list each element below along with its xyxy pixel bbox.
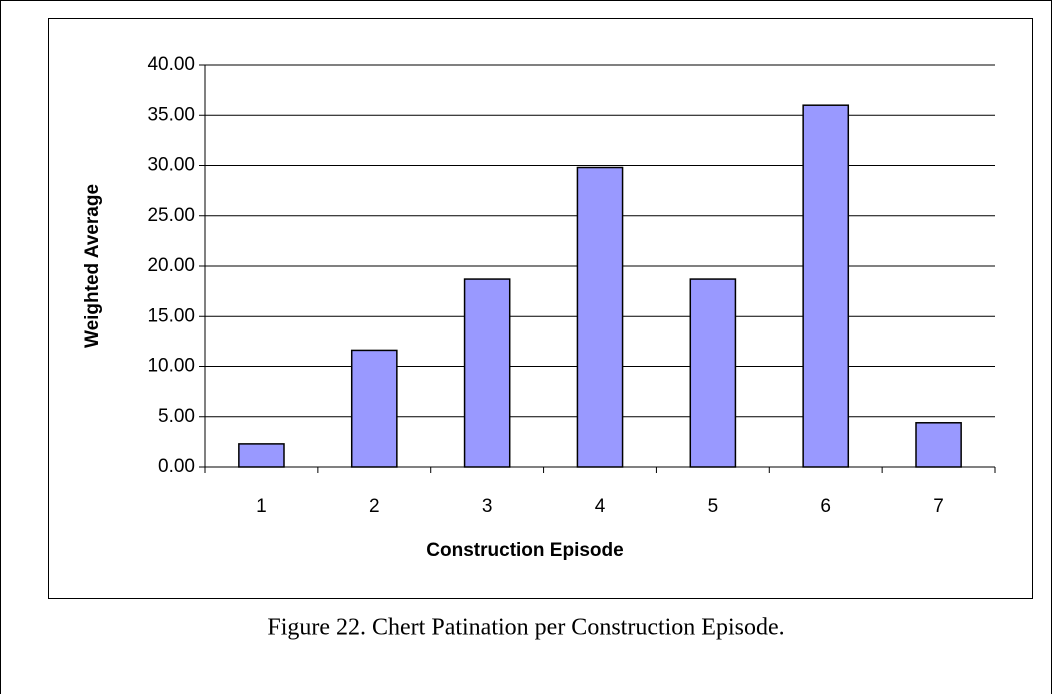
chart-frame xyxy=(48,18,1033,599)
bar xyxy=(802,104,850,468)
caption: Figure 22. Chert Patination per Construc… xyxy=(267,615,784,641)
x-tick-label: 5 xyxy=(708,496,719,517)
y-tick-label: 20.00 xyxy=(147,255,195,276)
y-tick-label: 35.00 xyxy=(147,104,195,125)
x-tick-label: 2 xyxy=(369,496,380,517)
y-tick-label: 30.00 xyxy=(147,155,195,176)
bar xyxy=(576,166,624,468)
x-tick-label: 4 xyxy=(595,496,606,517)
x-tick-label: 7 xyxy=(933,496,944,517)
y-tick-label: 40.00 xyxy=(147,54,195,75)
bar xyxy=(915,422,962,468)
x-tick-label: 6 xyxy=(820,496,831,517)
x-tick-label: 1 xyxy=(256,496,267,517)
y-tick-label: 0.00 xyxy=(158,456,195,477)
y-tick-label: 5.00 xyxy=(158,406,195,427)
x-axis-label: Construction Episode xyxy=(426,540,623,561)
y-tick-label: 10.00 xyxy=(147,356,195,377)
bar xyxy=(689,278,737,468)
y-tick-label: 25.00 xyxy=(147,205,195,226)
y-axis-label: Weighted Average xyxy=(82,184,103,348)
x-tick-label: 3 xyxy=(482,496,493,517)
y-tick-label: 15.00 xyxy=(147,305,195,326)
bar xyxy=(238,443,285,468)
bar xyxy=(350,349,398,468)
bar xyxy=(463,278,511,468)
